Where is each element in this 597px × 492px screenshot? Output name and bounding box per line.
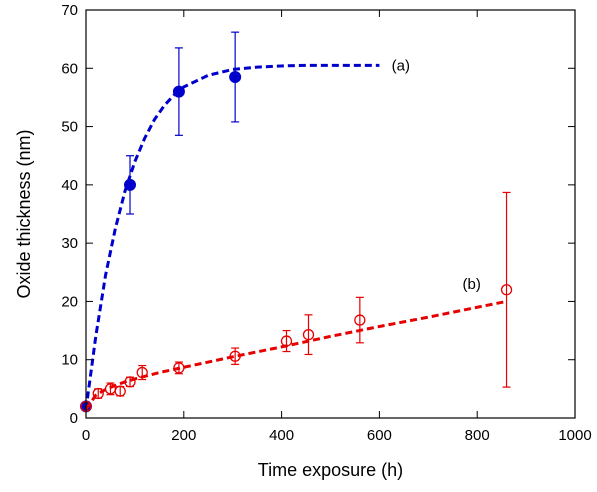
x-tick-label: 600 [367, 427, 392, 444]
y-tick-label: 40 [61, 177, 78, 194]
x-tick-label: 1000 [558, 427, 591, 444]
series-a-annotation: (a) [392, 57, 410, 74]
data-point [500, 284, 513, 296]
data-point [354, 314, 366, 326]
data-point [124, 376, 136, 388]
x-tick-label: 200 [171, 427, 196, 444]
data-point [302, 329, 315, 341]
data-point [114, 385, 126, 397]
y-tick-label: 50 [61, 119, 78, 136]
y-tick-label: 20 [61, 293, 78, 310]
fit-curve [84, 299, 507, 411]
x-tick-label: 400 [269, 427, 294, 444]
data-point [280, 335, 293, 347]
series-b-annotation: (b) [463, 276, 481, 293]
series-b [80, 191, 513, 412]
y-tick-label: 10 [61, 352, 78, 369]
axes: 0 200 400 600 800 1000 0 10 20 30 40 50 60 70 [61, 2, 591, 444]
data-point [136, 366, 148, 379]
x-axis-title: Time exposure (h) [258, 460, 403, 480]
y-tick-label: 30 [61, 235, 78, 252]
y-tick-label: 60 [61, 60, 78, 77]
plot-frame [85, 9, 576, 419]
y-tick-label: 0 [70, 410, 78, 427]
x-tick-label: 0 [82, 427, 90, 444]
y-axis-title: Oxide thickness (nm) [14, 129, 34, 298]
series-a [80, 31, 380, 413]
data-point [173, 362, 185, 374]
y-tick-label: 70 [61, 2, 78, 19]
data-point [124, 178, 137, 191]
plot-area [80, 31, 513, 413]
x-tick-label: 800 [465, 427, 490, 444]
data-point [229, 350, 241, 362]
data-point [172, 85, 185, 98]
fit-curve [84, 63, 380, 410]
data-point [229, 71, 242, 84]
data-point [92, 387, 104, 400]
